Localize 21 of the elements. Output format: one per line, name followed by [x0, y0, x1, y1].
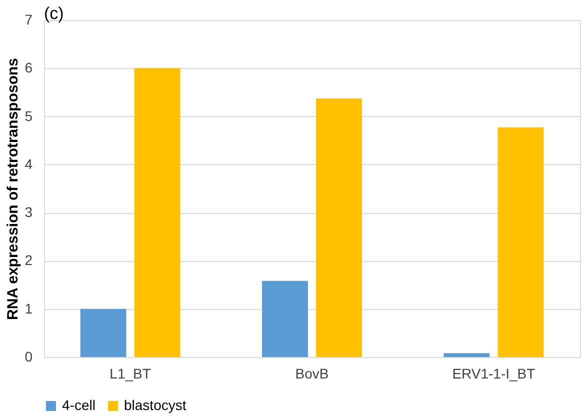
x-tick-label: BovB: [295, 366, 329, 382]
bar: [498, 127, 544, 357]
y-tick-label: 5: [24, 108, 33, 124]
y-tick-label: 7: [24, 12, 33, 28]
y-tick-label: 1: [24, 300, 33, 316]
bar: [262, 280, 308, 357]
y-tick-label: 2: [24, 252, 33, 268]
y-tick-label: 3: [24, 204, 33, 220]
bar: [316, 98, 362, 357]
x-tick-label: ERV1-1-I_BT: [452, 366, 536, 382]
legend-label: 4-cell: [62, 397, 96, 413]
y-tick-label: 0: [24, 348, 33, 364]
chart-title: (c): [44, 4, 64, 23]
y-tick-label: 6: [24, 60, 33, 76]
y-axis-title: RNA expression of retrotransposons: [4, 58, 22, 320]
y-tick-label: 4: [24, 156, 33, 172]
legend-label: blastocyst: [124, 397, 186, 413]
bar: [134, 68, 180, 357]
bar: [80, 308, 126, 357]
x-tick-label: L1_BT: [110, 366, 152, 382]
bar: [444, 353, 490, 357]
